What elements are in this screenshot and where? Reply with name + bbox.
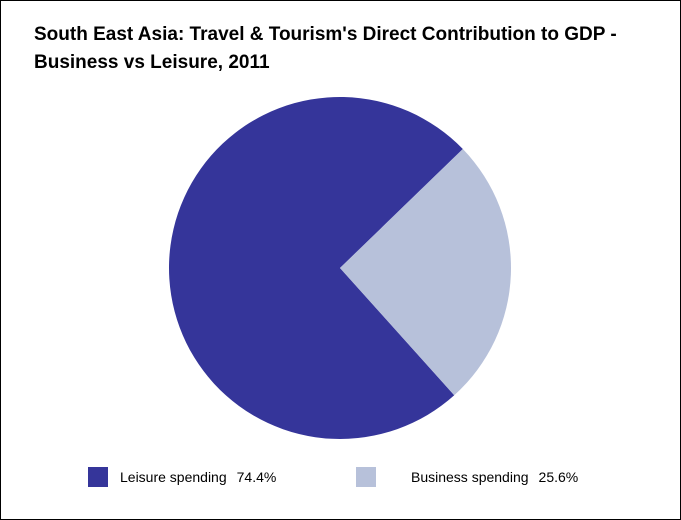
legend-item-leisure: Leisure spending 74.4%	[88, 466, 276, 488]
legend-label-business: Business spending	[411, 469, 529, 485]
legend: Leisure spending 74.4% Business spending…	[0, 466, 681, 490]
legend-value-business: 25.6%	[538, 469, 579, 485]
chart-title: South East Asia: Travel & Tourism's Dire…	[34, 24, 617, 73]
pie-slice-business	[340, 149, 511, 396]
legend-item-business: Business spending 25.6%	[356, 466, 578, 488]
pie-slice-leisure	[168, 96, 463, 439]
legend-swatch-business	[356, 467, 376, 487]
legend-value-leisure: 74.4%	[236, 469, 277, 485]
legend-swatch-leisure	[88, 467, 108, 487]
legend-label-leisure: Leisure spending	[120, 469, 227, 485]
